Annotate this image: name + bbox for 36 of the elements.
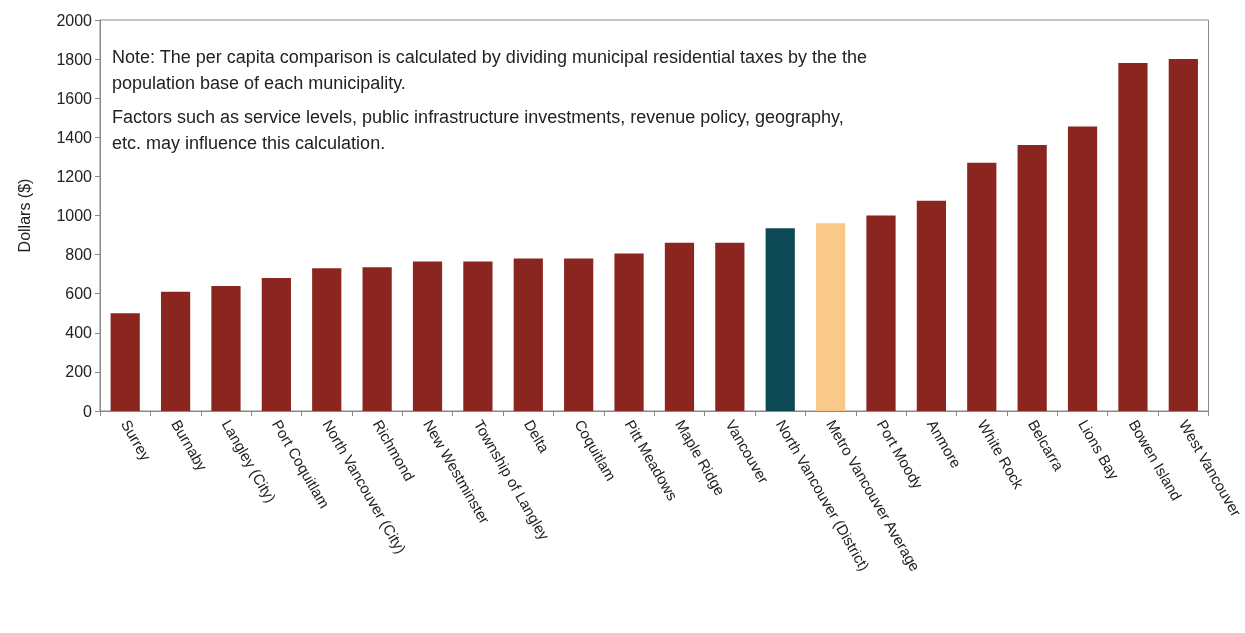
y-tick-label: 200 <box>65 363 93 381</box>
bar <box>564 258 594 411</box>
bar <box>261 278 291 411</box>
y-tick-label: 1200 <box>56 167 93 185</box>
annotation: Factors such as service levels, public infrastructure investments, revenue policy, geography, etc. may influence this calculation. <box>112 107 849 153</box>
bar <box>312 268 342 411</box>
y-tick-label: 1800 <box>56 50 93 68</box>
y-tick-label: 600 <box>65 285 93 303</box>
bar <box>1017 145 1047 411</box>
bar <box>916 200 946 411</box>
y-tick-label: 1600 <box>56 89 93 107</box>
y-tick-label: 0 <box>83 402 93 420</box>
y-axis-title: Dollars ($) <box>15 178 33 253</box>
y-tick-label: 1000 <box>56 207 93 224</box>
bar <box>1067 126 1098 411</box>
bar <box>1168 59 1198 411</box>
y-tick-label: 800 <box>65 246 93 264</box>
bar <box>866 215 896 411</box>
y-tick-label: 400 <box>65 324 93 342</box>
bar <box>211 285 241 411</box>
annotation: Note: The per capita comparison is calculated by dividing municipal residential taxes by the the population base of each municipality. <box>112 47 873 93</box>
bar <box>765 228 795 411</box>
bar <box>715 242 745 411</box>
bar <box>664 242 695 411</box>
bar <box>412 261 443 411</box>
y-tick-label: 2000 <box>56 11 93 29</box>
bar <box>1118 63 1148 411</box>
y-tick-label: 1400 <box>56 128 93 146</box>
bar <box>160 291 191 411</box>
bar <box>110 313 140 411</box>
bar <box>463 261 493 411</box>
bar <box>362 267 392 411</box>
bar <box>816 223 846 411</box>
bar <box>967 162 997 411</box>
bar <box>513 258 543 411</box>
bar <box>614 253 644 411</box>
